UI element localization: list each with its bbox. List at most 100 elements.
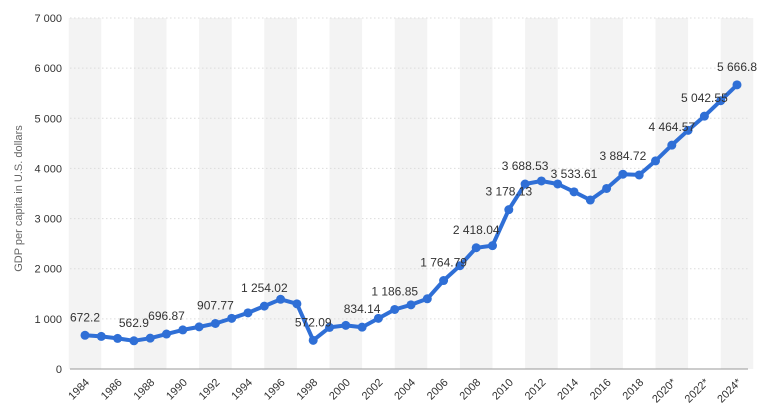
x-tick-label: 1988 [132,377,158,403]
data-point [341,320,351,330]
data-point [569,187,579,197]
data-point [439,276,449,286]
data-label: 4 464.57 [648,120,695,134]
data-point [113,333,123,343]
x-tick-label: 2024* [715,376,744,405]
background-band [264,18,297,369]
x-tick-label: 2010 [490,377,516,403]
x-tick-label: 2002 [360,377,386,403]
background-band [394,18,428,369]
data-point [471,243,481,253]
data-point [96,331,106,341]
y-tick-label: 6 000 [34,63,62,75]
data-point [651,156,660,166]
data-point [585,195,595,205]
data-label: 5 042.55 [681,91,728,105]
data-point [227,313,237,323]
data-label: 672.2 [70,310,100,324]
data-point [259,301,269,311]
y-tick-label: 1 000 [34,314,62,326]
data-point [699,111,709,121]
x-tick-label: 2006 [425,377,451,403]
data-label: 696.87 [148,309,185,323]
background-band [199,18,232,369]
data-point [406,300,416,310]
data-label: 907.77 [197,298,234,312]
background-band [655,18,689,369]
x-tick-label: 1992 [197,377,223,403]
y-tick-label: 0 [56,364,62,376]
data-points [80,80,742,346]
background-bands [68,18,754,369]
data-point [145,333,155,343]
data-label: 1 764.79 [420,256,467,270]
data-labels: 672.2 562.9 696.87 907.77 1 254.02 572.09 834.… [70,60,757,330]
data-point [602,183,612,193]
data-point [390,304,400,314]
data-label: 572.09 [295,315,332,329]
x-tick-label: 2022* [683,376,712,405]
background-band [329,18,363,369]
x-tick-label: 2020* [650,376,679,405]
x-tick-label: 2000 [327,377,353,403]
data-point [536,176,546,186]
background-band [525,18,558,369]
data-point [667,140,677,150]
x-tick-label: 2018 [621,377,647,403]
y-axis-ticks: 0 1 000 2 000 3 000 4 000 5 000 6 000 7 000 [34,13,62,376]
x-tick-label: 2016 [588,377,614,403]
data-point [292,299,302,309]
data-label: 562.9 [119,316,149,330]
data-point [373,313,383,323]
data-point [308,335,318,345]
data-point [553,179,563,189]
data-point [504,205,514,215]
data-point [325,322,334,332]
data-point [732,80,742,90]
background-band [590,18,623,369]
y-axis-label: GDP per capita in U.S. dollars [13,125,25,272]
x-axis-ticks: 1984 1986 1988 1990 1992 1994 1996 1998 2000 2002… [66,376,744,405]
x-tick-label: 2004 [392,377,418,403]
background-band [459,18,493,369]
y-tick-label: 7 000 [34,13,62,25]
y-tick-label: 2 000 [34,264,62,276]
data-point [129,336,139,346]
x-tick-label: 1994 [229,377,255,403]
y-tick-label: 4 000 [34,163,62,175]
data-point [488,241,497,251]
data-point [455,261,465,271]
data-point [357,322,367,332]
data-label: 3 533.61 [551,167,598,181]
data-point [243,308,253,318]
data-label: 3 178.13 [485,185,532,199]
grid-lines [70,17,748,370]
data-label: 1 254.02 [241,281,288,295]
x-tick-label: 2008 [458,377,484,403]
x-tick-label: 1990 [164,377,190,403]
background-band [720,18,754,369]
data-point [178,325,188,335]
background-band [133,18,167,369]
data-label: 3 884.72 [600,149,647,163]
x-tick-label: 1986 [99,377,125,403]
data-label: 834.14 [344,302,381,316]
data-point [194,322,204,332]
x-tick-label: 2012 [523,377,549,403]
data-label: 3 688.53 [502,159,549,173]
data-label: 5 666.8 [717,60,757,74]
data-point [162,329,171,339]
data-point [422,294,432,304]
data-point [683,125,693,135]
data-point [716,96,726,106]
x-tick-label: 1998 [295,377,321,403]
data-point [520,179,530,189]
y-tick-label: 5 000 [34,113,62,125]
x-tick-label: 1984 [66,377,92,403]
data-point [210,318,220,328]
data-label: 1 186.85 [371,284,418,298]
x-tick-label: 2014 [555,377,581,403]
data-point [276,294,286,304]
background-band [68,18,102,369]
